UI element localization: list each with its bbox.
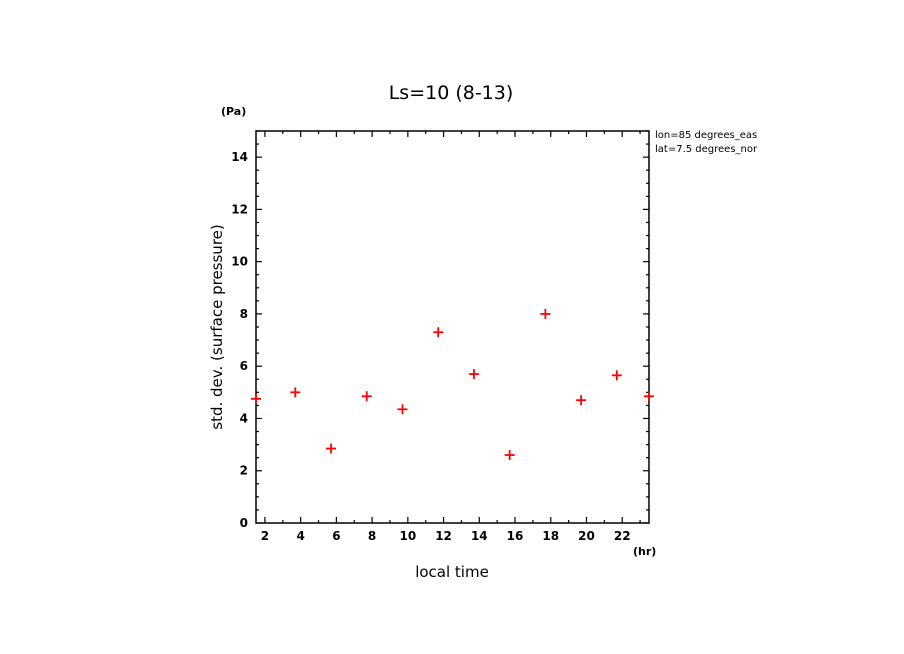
x-tick-label: 6 [332,529,340,543]
x-tick-label: 18 [542,529,559,543]
plot-frame [255,130,650,524]
y-tick-label: 2 [240,464,248,478]
y-unit-label: (Pa) [221,105,246,118]
annotation-lat: lat=7.5 degrees_nor [655,144,758,155]
x-tick-labels: 2 4 6 8 10 12 14 16 18 20 22 [261,529,631,543]
y-tick-labels: 0 2 4 6 8 10 12 14 [231,150,248,530]
x-tick-label: 22 [614,529,631,543]
annotation-lon: lon=85 degrees_eas [655,130,757,141]
y-axis-label: std. dev. (surface pressure) [208,224,226,429]
x-tick-label: 20 [578,529,595,543]
x-tick-label: 14 [471,529,488,543]
data-point [361,391,372,402]
x-tick-label: 12 [435,529,452,543]
y-tick-label: 14 [231,150,248,164]
data-points [251,308,654,461]
data-point [290,387,301,398]
y-tick-label: 10 [231,255,248,269]
data-point [326,443,337,454]
x-tick-label: 10 [399,529,416,543]
data-point [644,391,654,402]
data-point [397,404,408,415]
data-point [251,393,261,404]
y-tick-label: 6 [240,359,248,373]
y-tick-label: 4 [240,411,248,425]
y-tick-label: 8 [240,307,248,321]
x-tick-label: 16 [507,529,524,543]
x-unit-label: (hr) [633,545,656,558]
y-tick-label: 0 [240,516,248,530]
data-point [611,370,622,381]
y-tick-label: 12 [231,202,248,216]
x-tick-label: 8 [368,529,376,543]
chart-title: Ls=10 (8-13) [389,82,514,104]
axis-ticks [256,130,649,524]
x-axis-label: local time [415,563,489,581]
data-point [576,395,587,406]
x-tick-label: 2 [261,529,269,543]
data-point [433,327,444,338]
x-tick-label: 4 [296,529,304,543]
data-point [540,308,551,319]
data-point [468,369,479,380]
data-point [504,450,515,461]
